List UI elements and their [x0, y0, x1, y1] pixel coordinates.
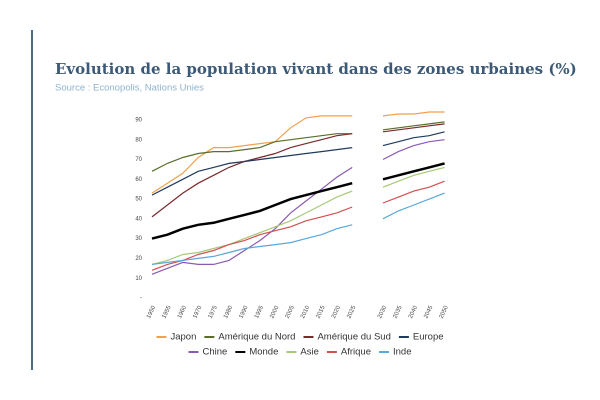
x-tick-label: 2030 — [377, 304, 388, 319]
y-tick-label: 40 — [135, 216, 142, 222]
legend-label: Asie — [300, 347, 318, 358]
legend-label: Chine — [203, 347, 228, 358]
legend-label: Japon — [170, 332, 196, 343]
legend-label: Amérique du Nord — [218, 332, 295, 343]
series-line — [151, 111, 445, 194]
series-line — [151, 121, 445, 172]
legend-label: Amérique du Sud — [317, 332, 390, 343]
y-tick-label: 90 — [135, 117, 142, 123]
x-tick-label: 2000 — [269, 304, 280, 319]
y-tick-label: 70 — [135, 157, 142, 163]
x-tick-label: 1950 — [146, 304, 157, 319]
chart-title: Evolution de la population vivant dans d… — [55, 60, 577, 78]
legend-label: Inde — [393, 347, 412, 358]
x-tick-label: 2040 — [408, 304, 419, 319]
legend-label: Afrique — [341, 347, 371, 358]
series-line — [151, 192, 445, 265]
x-tick-label: 1970 — [192, 304, 203, 319]
accent-bar — [31, 30, 33, 370]
legend-label: Europe — [413, 332, 444, 343]
series-line — [151, 131, 445, 196]
x-tick-label: 2010 — [300, 304, 311, 319]
x-tick-label: 2005 — [285, 304, 296, 319]
x-tick-label: 1990 — [239, 304, 250, 319]
x-tick-label: 1980 — [223, 304, 234, 319]
y-tick-label: 10 — [135, 276, 142, 282]
series-line — [151, 180, 445, 271]
legend-label: Monde — [249, 347, 278, 358]
x-tick-label: 2015 — [316, 304, 327, 319]
y-tick-label: 50 — [135, 197, 142, 203]
series-line — [151, 162, 445, 240]
y-tick-label: 20 — [135, 256, 142, 262]
x-tick-label: 1960 — [177, 304, 188, 319]
x-tick-label: 1975 — [208, 304, 219, 319]
x-tick-label: 2025 — [346, 304, 357, 319]
x-tick-label: 2020 — [331, 304, 342, 319]
x-tick-label: 2045 — [423, 304, 434, 319]
x-tick-label: 1995 — [254, 304, 265, 319]
y-tick-label: - — [140, 296, 142, 302]
x-tick-label: 2035 — [393, 304, 404, 319]
series-line — [151, 123, 445, 218]
y-tick-label: 80 — [135, 137, 142, 143]
chart-subtitle: Source : Econopolis, Nations Unies — [55, 83, 204, 94]
y-tick-label: 30 — [135, 236, 142, 242]
y-tick-label: 60 — [135, 177, 142, 183]
series-line — [151, 166, 445, 265]
x-tick-label: 2050 — [439, 304, 450, 319]
x-tick-label: 1955 — [162, 304, 173, 319]
